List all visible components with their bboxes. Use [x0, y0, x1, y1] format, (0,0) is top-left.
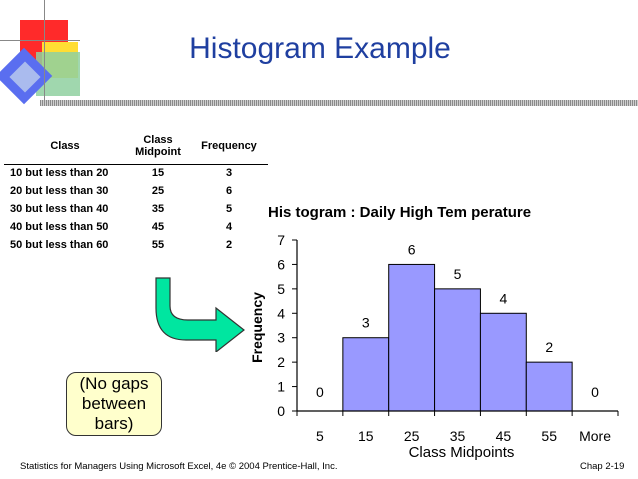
table-cell-frequency: 4	[225, 221, 233, 233]
table-cell-class: 50 but less than 60	[10, 239, 109, 251]
table-cell-class: 10 but less than 20	[10, 167, 109, 180]
x-tick-label: 15	[358, 428, 374, 444]
table-row: 30 but less than 40 35 5	[4, 200, 268, 218]
note-line-2: between	[81, 394, 147, 413]
table-cell-class: 20 but less than 30	[10, 185, 109, 197]
table-header-class: Class	[50, 139, 80, 152]
x-tick-label: 35	[450, 428, 466, 444]
histogram-bar	[525, 361, 573, 412]
y-tick-label: 5	[277, 281, 285, 297]
data-label: 3	[362, 315, 370, 331]
data-label: 0	[591, 384, 599, 400]
decorative-squares	[0, 0, 80, 105]
table-cell-frequency: 2	[225, 239, 233, 251]
data-label: 2	[545, 339, 553, 355]
x-tick-label: 45	[496, 428, 512, 444]
y-tick-label: 3	[277, 330, 285, 346]
x-tick-label: 55	[541, 428, 557, 444]
table-cell-midpoint: 45	[151, 221, 165, 233]
chart-title: His togram : Daily High Tem perature	[268, 204, 532, 221]
y-tick-label: 6	[277, 256, 285, 272]
x-tick-label: 5	[316, 428, 324, 444]
x-tick-label: More	[579, 428, 611, 444]
y-tick-label: 2	[277, 354, 285, 370]
table-row: 20 but less than 30 25 6	[4, 182, 268, 200]
table-header-midpoint: Class Midpoint	[126, 128, 190, 164]
histogram-bar	[479, 312, 527, 412]
slide-title: Histogram Example	[189, 32, 451, 65]
data-label: 6	[408, 241, 416, 257]
y-tick-label: 0	[277, 403, 285, 419]
table-cell-class: 40 but less than 50	[10, 221, 109, 233]
table-cell-class: 30 but less than 40	[10, 203, 109, 215]
note-line-1: (No gaps	[79, 374, 149, 393]
x-tick-label: 25	[404, 428, 420, 444]
table-cell-frequency: 3	[225, 167, 233, 180]
title-divider	[40, 100, 638, 106]
frequency-table: Class Class Midpoint Frequency 10 but le…	[4, 128, 268, 254]
table-cell-frequency: 6	[225, 185, 233, 197]
table-cell-frequency: 5	[225, 203, 233, 215]
y-tick-label: 4	[277, 305, 285, 321]
table-row: 10 but less than 20 15 3	[4, 164, 268, 182]
table-header-row: Class Class Midpoint Frequency	[4, 128, 268, 164]
curved-arrow-icon	[155, 277, 245, 352]
histogram-bar	[342, 337, 390, 412]
table-header-midpoint-label: Class Midpoint	[135, 133, 181, 158]
y-tick-label: 1	[277, 379, 285, 395]
data-label: 5	[454, 266, 462, 282]
table-cell-midpoint: 15	[151, 167, 165, 180]
histogram-bar	[388, 263, 436, 412]
data-label: 0	[316, 384, 324, 400]
table-row: 50 but less than 60 55 2	[4, 236, 268, 254]
histogram-bar	[434, 288, 481, 412]
footer-page-number: Chap 2-19	[580, 461, 625, 472]
data-label: 4	[499, 290, 507, 306]
y-tick-label: 7	[277, 232, 285, 248]
table-cell-midpoint: 35	[151, 203, 165, 215]
y-axis-title: Frequency	[249, 292, 265, 363]
table-row: 40 but less than 50 45 4	[4, 218, 268, 236]
table-cell-midpoint: 55	[151, 239, 165, 251]
table-header-frequency: Frequency	[201, 139, 257, 152]
no-gaps-note: (No gaps between bars)	[66, 372, 162, 436]
table-cell-midpoint: 25	[151, 185, 165, 197]
note-line-3: bars)	[94, 414, 134, 433]
footer-citation: Statistics for Managers Using Microsoft …	[20, 461, 338, 472]
x-axis-title: Class Midpoints	[409, 444, 515, 461]
